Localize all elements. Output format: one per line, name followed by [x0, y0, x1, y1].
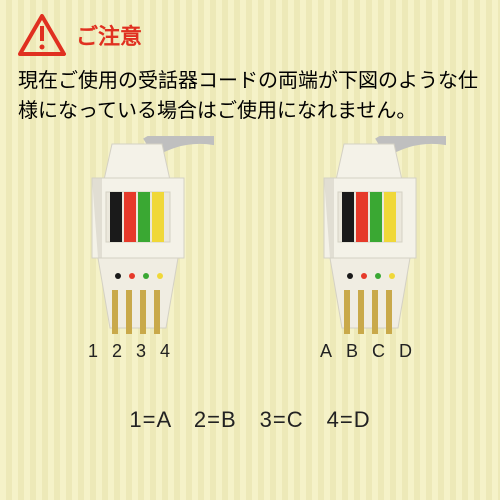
pin-mapping: 1=A 2=B 3=C 4=D	[18, 402, 482, 434]
pin-label: B	[346, 341, 358, 362]
pin-label: D	[399, 341, 412, 362]
connector-right: A B C D	[286, 136, 446, 356]
warning-header: ご注意	[18, 14, 482, 56]
warning-label: ご注意	[76, 19, 142, 51]
warning-triangle-icon	[18, 14, 66, 56]
pin-labels-left: 1 2 3 4	[88, 341, 170, 362]
connector-diagram: 1 2 3 4	[18, 136, 482, 386]
pin-label: C	[372, 341, 385, 362]
pin-label: A	[320, 341, 332, 362]
connector-left: 1 2 3 4	[54, 136, 214, 356]
pin-label: 1	[88, 341, 98, 362]
pin-labels-right: A B C D	[320, 341, 412, 362]
pin-label: 3	[136, 341, 146, 362]
pin-label: 4	[160, 341, 170, 362]
pin-label: 2	[112, 341, 122, 362]
body-text: 現在ご使用の受話器コードの両端が下図のような仕様になっている場合はご使用になれま…	[18, 66, 482, 126]
